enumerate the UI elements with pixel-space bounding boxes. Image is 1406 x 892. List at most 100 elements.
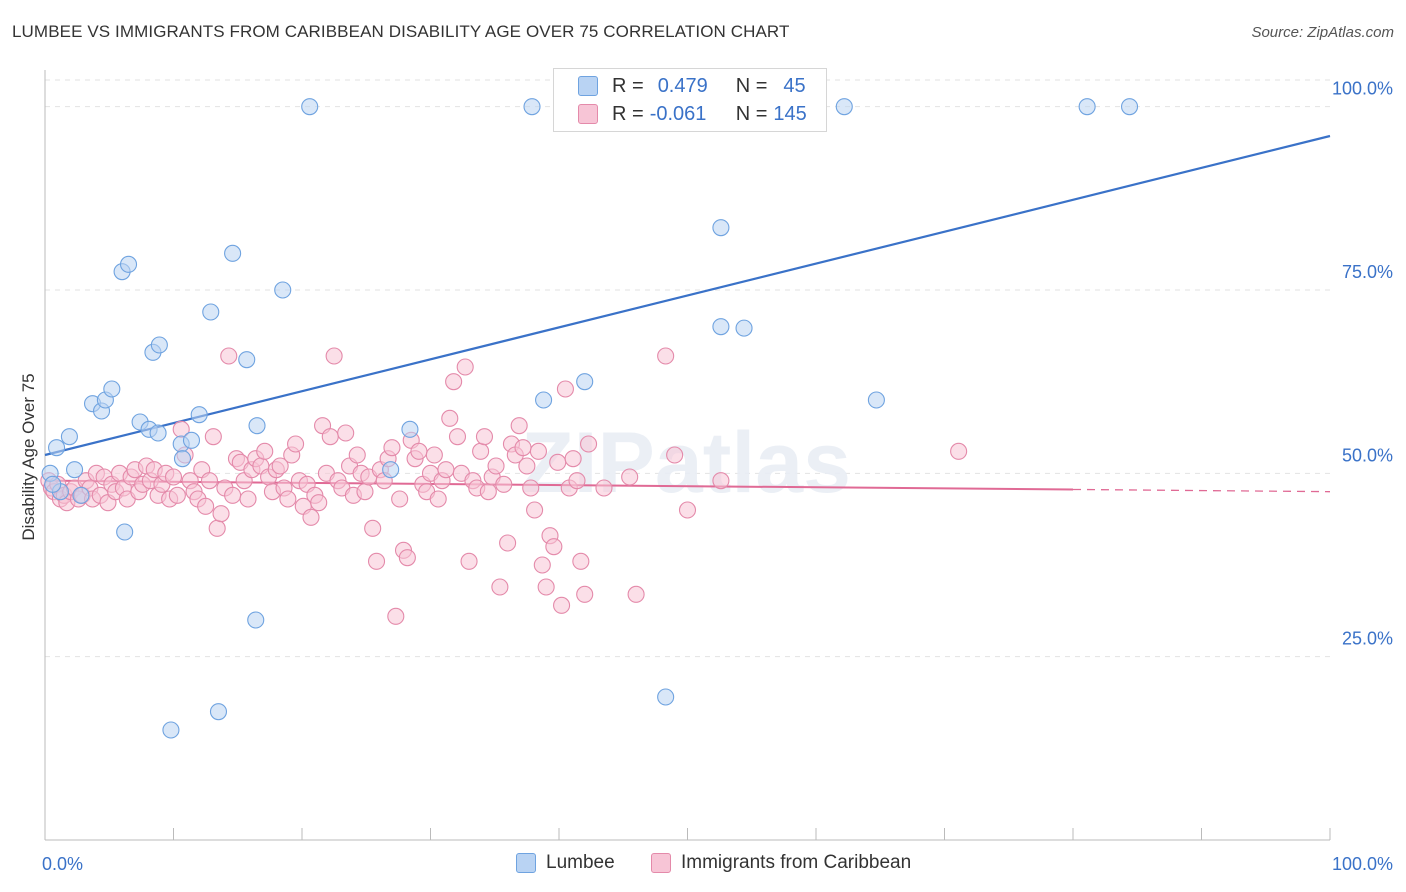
caribbean-point (595, 479, 613, 497)
caribbean-point (666, 446, 684, 464)
legend-swatch-lumbee (516, 853, 536, 873)
caribbean-point (529, 442, 547, 460)
caribbean-point (564, 450, 582, 468)
caribbean-point (445, 373, 463, 391)
caribbean-point (448, 428, 467, 446)
caribbean-point (568, 472, 586, 490)
legend-label-lumbee: Lumbee (546, 852, 615, 873)
lumbee-point (867, 391, 885, 409)
caribbean-point (537, 578, 555, 596)
legend-item-caribbean[interactable]: Immigrants from Caribbean (651, 852, 911, 874)
lumbee-point (735, 319, 753, 337)
caribbean-point (302, 508, 320, 526)
lumbee-point (60, 428, 78, 446)
caribbean-point (456, 358, 474, 376)
legend-r-value: -0.061 (649, 102, 707, 125)
caribbean-point (325, 347, 343, 365)
caribbean-point (398, 549, 416, 567)
caribbean-point (472, 442, 490, 460)
chart-title: LUMBEE VS IMMIGRANTS FROM CARIBBEAN DISA… (12, 22, 790, 41)
lumbee-point (209, 703, 228, 721)
legend-swatch-caribbean (578, 104, 598, 124)
caribbean-point (475, 428, 494, 446)
caribbean-point (510, 417, 528, 435)
lumbee-point (72, 486, 90, 504)
y-tick-label: 75.0% (1342, 262, 1393, 282)
caribbean-point (499, 534, 517, 552)
caribbean-point (514, 439, 532, 457)
caribbean-point (197, 497, 215, 515)
source-label: Source: ZipAtlas.com (1251, 24, 1394, 41)
caribbean-point (212, 505, 230, 523)
lumbee-point (274, 281, 292, 299)
lumbee-point (173, 450, 192, 468)
caribbean-point (441, 409, 459, 427)
caribbean-point (224, 486, 242, 504)
lumbee-point (1078, 98, 1096, 116)
lumbee-point (119, 255, 138, 273)
caribbean-point (522, 479, 540, 497)
lumbee-point (535, 391, 553, 409)
lumbee-point (44, 475, 62, 493)
caribbean-point (487, 457, 505, 475)
caribbean-point (279, 490, 297, 508)
caribbean-point (164, 468, 183, 486)
lumbee-point (657, 688, 675, 706)
caribbean-point (348, 446, 366, 464)
series-caribbean-points (40, 347, 968, 625)
y-tick-label: 50.0% (1342, 445, 1393, 465)
lumbee-point (224, 244, 242, 262)
caribbean-point (491, 578, 509, 596)
lumbee-point (103, 380, 121, 398)
y-tick-label: 25.0% (1342, 629, 1393, 649)
y-axis-label: Disability Age Over 75 (19, 373, 38, 540)
lumbee-point (382, 461, 400, 479)
lumbee-point (401, 420, 419, 438)
caribbean-point (168, 486, 186, 504)
legend-label-caribbean: Immigrants from Caribbean (681, 852, 912, 873)
caribbean-point (479, 483, 497, 501)
caribbean-point (533, 556, 551, 574)
lumbee-point (116, 523, 134, 541)
caribbean-point (950, 442, 968, 460)
caribbean-point (271, 457, 289, 475)
caribbean-point (549, 453, 567, 471)
tick-labels: 25.0% 50.0% 75.0% 100.0% 0.0% 100.0% (42, 79, 1393, 874)
caribbean-point (621, 468, 639, 486)
legend-swatch-lumbee (578, 76, 598, 96)
legend-n-value: 145 (773, 102, 807, 125)
caribbean-point (712, 472, 730, 490)
caribbean-point (204, 428, 222, 446)
lumbee-point (182, 431, 201, 449)
caribbean-point (200, 472, 219, 490)
lumbee-point (190, 406, 208, 424)
legend-n-label: N = (735, 74, 768, 97)
caribbean-point (410, 442, 428, 460)
x-tick-label: 0.0% (42, 854, 83, 874)
lumbee-point (149, 424, 167, 442)
legend-row-lumbee: R = 0.479 N = 45 (578, 72, 806, 100)
lumbee-point (248, 417, 266, 435)
lumbee-point (150, 336, 168, 354)
caribbean-point (518, 457, 536, 475)
caribbean-point (576, 585, 594, 603)
lumbee-point (202, 303, 220, 321)
lumbee-point (238, 351, 256, 369)
lumbee-point (712, 219, 730, 237)
lumbee-point (48, 439, 66, 457)
caribbean-point (337, 424, 355, 442)
caribbean-point (495, 475, 513, 493)
legend-item-lumbee[interactable]: Lumbee (516, 852, 615, 874)
caribbean-point (321, 428, 339, 446)
legend-n-label: N = (735, 102, 768, 125)
caribbean-point (387, 607, 405, 625)
caribbean-point (364, 519, 382, 537)
caribbean-point (678, 501, 697, 519)
caribbean-point (256, 442, 274, 460)
lumbee-point (835, 98, 853, 116)
legend-swatch-caribbean (651, 853, 671, 873)
caribbean-point (580, 435, 598, 453)
caribbean-point (437, 461, 455, 479)
y-tick-label: 100.0% (1332, 79, 1393, 99)
